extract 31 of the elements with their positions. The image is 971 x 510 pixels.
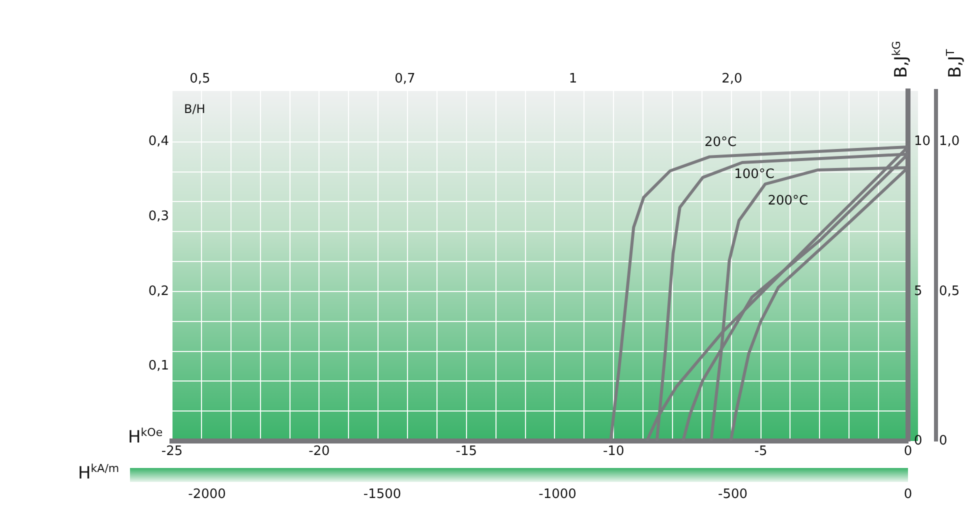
x2-tick-label: -1500	[363, 487, 402, 502]
y3-tick-label: 0,4	[148, 134, 169, 150]
x-tick-label: -25	[161, 444, 183, 460]
series-label: 200°C	[768, 193, 808, 208]
y2-tick-label: 0	[939, 433, 948, 448]
text: 1	[568, 71, 578, 86]
y-tick-label: 0	[914, 433, 922, 448]
series-label: 100°C	[734, 166, 774, 182]
y3-tick-label: 0,3	[148, 209, 169, 224]
y2-tick-label: 0,5	[939, 284, 960, 299]
x2-axis-title: H$^{kA/m}$	[78, 462, 120, 484]
y3-axis-title: B/H	[184, 102, 206, 116]
y-tick-label: 5	[914, 284, 922, 299]
text: 0,7	[394, 71, 416, 86]
y-tick-label: 10	[914, 134, 931, 150]
y3-tick-label: 0,2	[148, 284, 169, 299]
x2-tick-label: -500	[718, 487, 748, 502]
x-axis-title: H$^{kOe}$	[128, 426, 163, 448]
text: 2,0	[722, 71, 742, 86]
y3-tick-label: 0,1	[148, 358, 169, 374]
x-tick-label: -20	[308, 444, 330, 460]
x-tick-label: 0	[904, 444, 912, 460]
series-label: 20°C	[704, 135, 737, 150]
x-tick-label: -5	[754, 444, 768, 460]
x-tick-label: -15	[456, 444, 478, 460]
text: 0,5	[190, 71, 210, 86]
x-tick-label: -10	[602, 444, 624, 460]
x2-tick-label: -2000	[188, 487, 226, 502]
x2-tick-label: 0	[904, 487, 912, 502]
x2-tick-label: -1000	[538, 487, 576, 502]
y2-tick-label: 1,0	[939, 134, 960, 150]
